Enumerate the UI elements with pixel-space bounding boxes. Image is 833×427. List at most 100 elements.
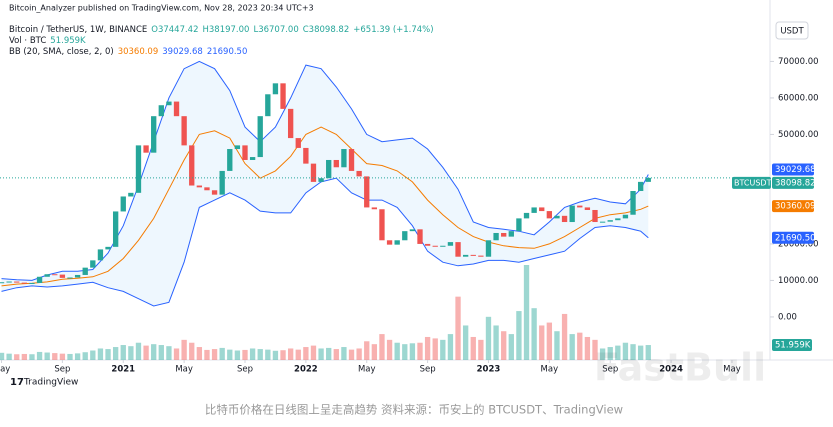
candle <box>424 243 431 246</box>
volume-bar <box>561 313 568 360</box>
candle <box>645 177 651 182</box>
candle <box>0 282 5 284</box>
volume-bar <box>166 346 172 360</box>
candle <box>379 209 385 241</box>
legend-symbol-name: Bitcoin / TetherUS, 1W, BINANCE <box>9 25 147 35</box>
volume-bar <box>211 349 218 360</box>
x-tick-label: Sep <box>602 365 618 375</box>
volume-bar <box>615 345 621 360</box>
candle <box>478 255 484 257</box>
volume-bar <box>592 339 598 360</box>
candle <box>151 116 157 153</box>
volume-bar <box>0 352 5 360</box>
legend-ohlc: H38197.00 <box>203 25 250 35</box>
candle <box>82 267 88 275</box>
plot <box>0 60 770 360</box>
x-tick-label: May <box>175 365 193 375</box>
candle <box>204 187 210 191</box>
candle <box>462 254 469 257</box>
candle <box>326 159 332 179</box>
legend-ohlc: O37447.42 <box>151 25 198 35</box>
volume-bar <box>379 334 385 360</box>
volume-bar <box>508 334 514 360</box>
candle <box>554 215 560 219</box>
candle <box>447 242 454 246</box>
currency-button[interactable] <box>775 21 809 40</box>
candle <box>546 211 553 219</box>
volume-bar <box>44 352 50 360</box>
volume-bar <box>637 345 644 360</box>
candle <box>341 149 347 168</box>
volume-bar <box>539 325 545 360</box>
volume-bar <box>326 347 332 360</box>
volume-bar <box>74 353 81 360</box>
volume-bar <box>523 265 530 360</box>
volume-bar <box>607 347 613 360</box>
candle <box>386 240 393 245</box>
candle <box>356 170 362 177</box>
volume-bar <box>29 354 35 360</box>
volume-bar <box>227 349 233 360</box>
brand[interactable]: TradingView <box>23 378 78 388</box>
volume-bar <box>120 345 126 360</box>
candle <box>584 207 591 210</box>
candle <box>196 185 203 188</box>
volume-bar <box>295 349 301 360</box>
candle <box>615 218 621 221</box>
candle <box>364 176 370 208</box>
candle <box>539 207 545 212</box>
candle <box>59 274 66 278</box>
header: Bitcoin_Analyzer published on TradingVie… <box>9 4 314 13</box>
candle <box>29 282 35 284</box>
x-tick-label: May <box>541 365 559 375</box>
candle <box>531 207 537 213</box>
volume-bar <box>82 352 88 360</box>
volume-bar <box>371 344 378 360</box>
volume-bar <box>630 344 636 360</box>
candle <box>630 191 636 215</box>
volume-bar <box>204 349 210 360</box>
legend-bb-title: BB (20, SMA, close, 2, 0) <box>9 47 114 57</box>
candle <box>348 149 355 171</box>
candle <box>280 83 286 109</box>
candle <box>622 214 629 219</box>
legend-ohlc: +651.39 (+1.74%) <box>353 25 433 35</box>
volume-bar <box>135 342 142 360</box>
volume-bar <box>280 350 286 360</box>
candle <box>21 282 28 284</box>
bb-lower <box>1 177 649 307</box>
volume-bar <box>424 336 431 360</box>
volume-bar <box>554 331 560 360</box>
currency[interactable]: USDT <box>780 27 804 37</box>
x-tick-label: May <box>723 365 741 375</box>
candle <box>97 249 104 261</box>
volume-bar <box>59 353 66 360</box>
volume-bar <box>622 342 629 360</box>
volume-bar <box>455 296 461 360</box>
x-tick-label: 2023 <box>477 365 501 375</box>
price-label-box <box>772 200 814 213</box>
candle <box>120 196 126 212</box>
price-label-box <box>772 176 814 189</box>
candle <box>36 276 43 283</box>
volume-bar <box>112 347 119 360</box>
candle <box>265 94 271 117</box>
volume-bar <box>21 353 28 360</box>
volume-bar <box>128 346 134 360</box>
candle <box>440 245 446 247</box>
legend-bb-value: 39029.68 <box>162 47 203 57</box>
volume-bar <box>478 339 484 360</box>
candle <box>295 138 301 148</box>
candle <box>508 231 514 237</box>
candle <box>105 246 111 250</box>
x-tick-label: May <box>358 365 376 375</box>
candle <box>227 149 233 171</box>
volume-bar <box>219 347 225 360</box>
volume-bar <box>257 349 263 360</box>
volume-bar <box>516 311 522 360</box>
price-label: 30360.09 <box>775 202 816 212</box>
candle <box>501 232 507 237</box>
candle <box>318 178 324 182</box>
candle <box>402 231 408 241</box>
volume-bar <box>14 354 20 360</box>
